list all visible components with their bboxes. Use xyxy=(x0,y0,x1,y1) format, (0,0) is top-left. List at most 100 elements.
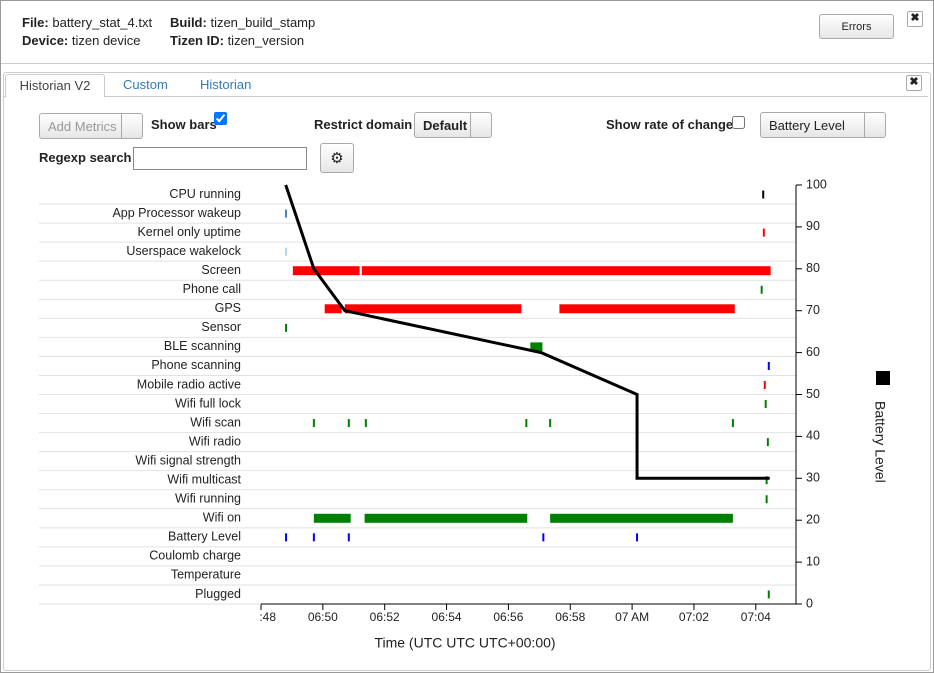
row-label: CPU running xyxy=(169,187,241,201)
timeline-bar xyxy=(762,228,765,237)
tab[interactable]: Historian V2 xyxy=(5,74,105,98)
value: tizen_build_stamp xyxy=(210,15,316,30)
label: Default xyxy=(423,117,468,133)
timeline-bar xyxy=(285,247,288,256)
y2-tick-label: 50 xyxy=(806,387,820,401)
timeline-bar xyxy=(361,266,771,276)
timeline-bar xyxy=(767,590,770,599)
tab[interactable]: Historian xyxy=(200,77,252,92)
panel xyxy=(3,72,931,671)
row-label: Wifi multicast xyxy=(167,473,241,487)
row-label: GPS xyxy=(215,301,241,315)
timeline-bar xyxy=(285,209,288,218)
label: Battery Level xyxy=(769,117,845,133)
timeline-bar xyxy=(636,533,639,542)
rate-checkbox[interactable] xyxy=(732,116,745,129)
row-label: Wifi signal strength xyxy=(135,453,241,467)
metric-select[interactable]: Battery Level xyxy=(760,112,886,138)
add-metrics-button[interactable]: Add Metrics xyxy=(39,113,143,139)
show-bars-checkbox[interactable] xyxy=(214,112,227,125)
row-label: Mobile radio active xyxy=(137,377,241,391)
row-label: Wifi full lock xyxy=(175,396,242,410)
timeline-bar xyxy=(731,419,734,428)
row-label: Wifi on xyxy=(203,511,241,525)
x-tick-label: 07:02 xyxy=(679,610,709,624)
value: tizen device xyxy=(71,33,141,48)
value: tizen_version xyxy=(227,33,305,48)
timeline-bar xyxy=(364,419,367,428)
tizen-line: Tizen ID: tizen_version xyxy=(170,33,304,48)
x-tick-label: 06:50 xyxy=(308,610,338,624)
build-line: Build: tizen_build_stamp xyxy=(170,15,315,30)
regexp-label: Regexp search xyxy=(39,150,132,165)
row-label: Phone scanning xyxy=(151,358,241,372)
timeline-bar xyxy=(764,400,767,409)
caret xyxy=(470,113,491,137)
row-label: Battery Level xyxy=(168,530,241,544)
regexp-input[interactable] xyxy=(133,147,307,170)
battery-line xyxy=(284,184,770,480)
timeline-bar xyxy=(347,419,350,428)
x-tick-label: 06:56 xyxy=(493,610,523,624)
row-label: BLE scanning xyxy=(164,339,241,353)
settings-button[interactable]: ⚙ xyxy=(320,143,354,173)
timeline-bar xyxy=(763,380,766,389)
timeline-bar xyxy=(549,419,552,428)
timeline-bar xyxy=(550,513,733,523)
label: Add Metrics xyxy=(48,118,117,134)
row-label: Userspace wakelock xyxy=(126,244,241,258)
row-label: Kernel only uptime xyxy=(137,225,241,239)
x-tick-label: 07:04 xyxy=(741,610,771,624)
label: Build: xyxy=(170,15,207,30)
chart: 06:48 06:50 06:52 06:54 06:56 06:58 07 AM 07:02… xyxy=(39,177,890,651)
timeline-bar xyxy=(766,438,769,447)
y2-tick-label: 0 xyxy=(806,596,813,610)
close-button[interactable]: ✖ xyxy=(907,11,923,27)
restrict-domain-label: Restrict domain xyxy=(314,117,413,132)
row-label: Sensor xyxy=(201,320,241,334)
y2-tick-label: 100 xyxy=(806,177,827,191)
caret xyxy=(121,114,142,138)
y2-tick-label: 30 xyxy=(806,471,820,485)
row-label: Coulomb charge xyxy=(149,549,241,563)
timeline-bar xyxy=(313,513,351,523)
x-tick-label: 06:58 xyxy=(555,610,585,624)
x-tick-label: 06:52 xyxy=(370,610,400,624)
errors-button[interactable]: Errors xyxy=(819,14,894,39)
y2-tick-label: 60 xyxy=(806,345,820,359)
label: Tizen ID: xyxy=(170,33,224,48)
row-label: Wifi radio xyxy=(189,434,241,448)
caret xyxy=(864,113,885,137)
file-line: File: battery_stat_4.txt xyxy=(22,15,152,30)
timeline-bar xyxy=(760,285,763,294)
close-button[interactable]: ✖ xyxy=(906,75,922,91)
timeline-bar xyxy=(525,419,528,428)
y2-tick-label: 40 xyxy=(806,429,820,443)
timeline-bar xyxy=(765,476,768,485)
timeline-bar xyxy=(347,533,350,542)
timeline-bar xyxy=(762,190,765,199)
x-tick-label: 06:54 xyxy=(432,610,462,624)
row-label: Temperature xyxy=(171,568,241,582)
timeline-bar xyxy=(530,342,543,352)
show-bars-label: Show bars xyxy=(151,117,217,132)
value: battery_stat_4.txt xyxy=(52,15,153,30)
timeline-bar xyxy=(344,304,522,314)
tab-line xyxy=(4,96,928,97)
domain-select[interactable]: Default xyxy=(414,112,492,138)
row-label: Wifi running xyxy=(175,492,241,506)
x-axis-title: Time (UTC UTC UTC+00:00) xyxy=(374,635,555,651)
timeline-bar xyxy=(292,266,360,276)
row-label: Wifi scan xyxy=(190,415,241,429)
y2-tick-label: 20 xyxy=(806,512,820,526)
timeline-bar xyxy=(285,323,288,332)
timeline-bar xyxy=(767,361,770,370)
row-label: Screen xyxy=(201,263,241,277)
timeline-bar xyxy=(364,513,528,523)
tab[interactable]: Custom xyxy=(123,77,168,92)
x-tick-label: 07 AM xyxy=(615,610,649,624)
timeline-bar xyxy=(312,533,315,542)
legend-swatch xyxy=(876,371,890,385)
timeline-bar xyxy=(324,304,342,314)
timeline-bar xyxy=(285,533,288,542)
